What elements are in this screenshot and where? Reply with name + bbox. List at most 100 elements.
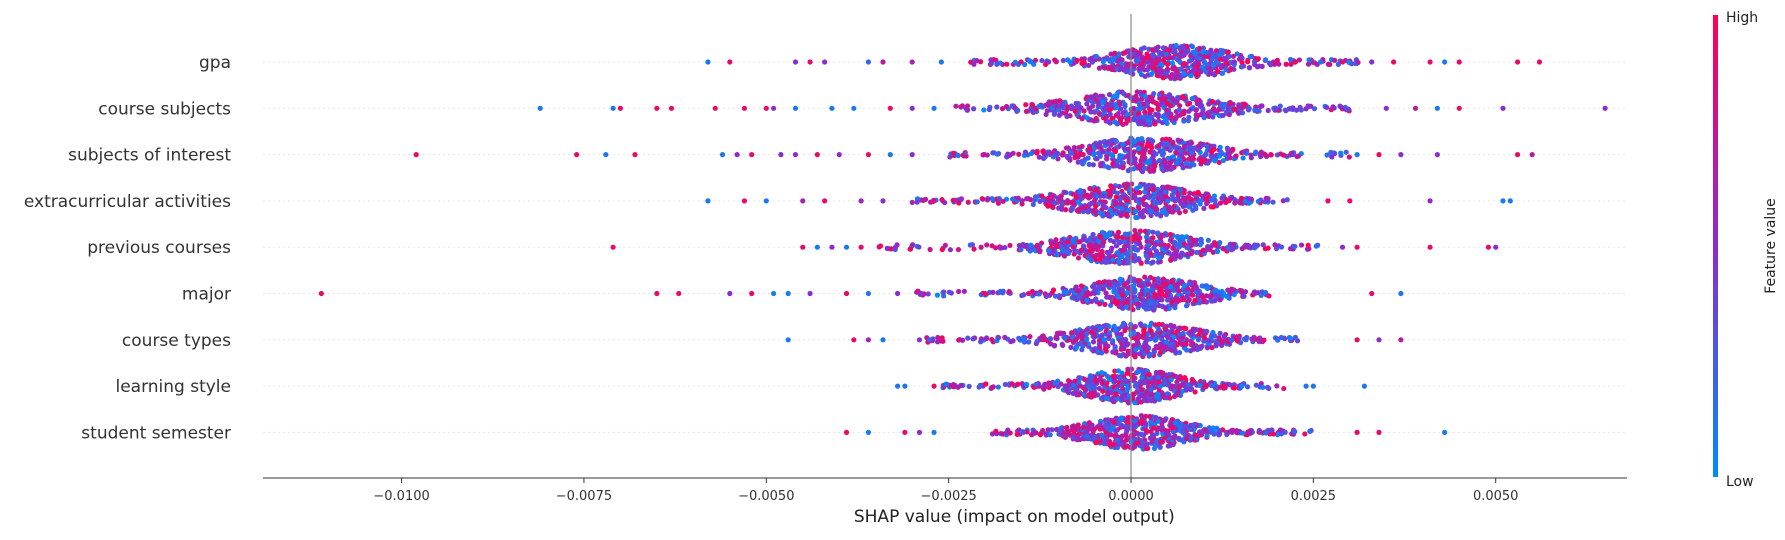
shap-outlier-point <box>1442 429 1448 435</box>
shap-point <box>1144 398 1150 404</box>
shap-point <box>1135 236 1142 243</box>
shap-point <box>1076 431 1082 437</box>
shap-point <box>1239 55 1245 61</box>
shap-point <box>1119 382 1125 388</box>
shap-point <box>1277 427 1284 433</box>
shap-outlier-point <box>318 290 324 297</box>
shap-point <box>1181 241 1187 247</box>
shap-point <box>1059 200 1065 207</box>
shap-point <box>964 103 971 109</box>
shap-point <box>1230 246 1236 252</box>
shap-point <box>1222 384 1228 390</box>
shap-point <box>916 244 922 250</box>
shap-point <box>1110 153 1116 159</box>
shap-point <box>1166 92 1173 98</box>
shap-outlier-point <box>537 105 543 111</box>
shap-point <box>999 106 1006 112</box>
shap-point <box>1161 96 1168 102</box>
shap-point <box>1193 60 1199 66</box>
shap-point <box>1324 152 1330 158</box>
shap-outlier-point <box>705 198 711 204</box>
shap-point <box>1059 152 1066 158</box>
shap-point <box>1068 149 1074 155</box>
shap-point <box>1257 103 1264 110</box>
shap-point <box>1217 297 1223 303</box>
shap-point <box>1138 387 1145 393</box>
shap-point <box>1168 419 1174 425</box>
shap-point <box>1174 99 1180 105</box>
shap-point <box>1181 190 1187 196</box>
shap-point <box>982 290 988 297</box>
shap-point <box>1045 427 1051 433</box>
shap-point <box>1126 48 1132 54</box>
shap-point <box>1111 93 1118 99</box>
shap-point <box>1093 440 1099 446</box>
shap-point <box>965 335 971 341</box>
shap-point <box>1154 211 1160 217</box>
shap-point <box>1164 382 1171 388</box>
shap-point <box>1197 102 1203 108</box>
shap-point <box>1138 244 1144 250</box>
shap-point <box>1054 335 1060 342</box>
feature-row-points <box>705 42 1543 82</box>
shap-point <box>1176 288 1183 294</box>
shap-point <box>947 247 954 253</box>
shap-point <box>1183 160 1190 166</box>
shap-point <box>1085 378 1091 384</box>
shap-point <box>1116 51 1122 57</box>
shap-point <box>1212 241 1218 247</box>
shap-point <box>971 61 977 67</box>
shap-point <box>1268 152 1274 158</box>
shap-outlier-point <box>1493 244 1499 250</box>
shap-point <box>1096 385 1102 392</box>
shap-point <box>1165 289 1172 295</box>
shap-outlier-point <box>1318 59 1324 65</box>
shap-point <box>1120 110 1126 116</box>
shap-point <box>956 337 962 343</box>
shap-point <box>1182 289 1188 295</box>
shap-point <box>1156 321 1162 328</box>
shap-point <box>1122 282 1128 288</box>
shap-point <box>1269 427 1275 433</box>
shap-point <box>1156 379 1162 385</box>
shap-point <box>979 336 985 342</box>
shap-point <box>1127 151 1133 157</box>
shap-point <box>1148 351 1154 358</box>
shap-point <box>1124 386 1131 392</box>
shap-point <box>1235 110 1242 116</box>
shap-point <box>1132 258 1138 264</box>
shap-point <box>1132 375 1138 381</box>
shap-point <box>985 196 991 202</box>
shap-outlier-point <box>749 290 755 297</box>
shap-point <box>1198 142 1205 148</box>
shap-outlier-point <box>632 152 638 158</box>
shap-point <box>1069 204 1075 211</box>
shap-point <box>1164 391 1171 397</box>
shap-point <box>1194 289 1201 295</box>
shap-point <box>1156 92 1163 98</box>
shap-point <box>1085 209 1091 215</box>
shap-point <box>1210 106 1217 112</box>
shap-point <box>1107 106 1113 113</box>
shap-point <box>1184 234 1190 240</box>
shap-point <box>1188 196 1194 203</box>
shap-point <box>1204 285 1210 292</box>
shap-point <box>1157 66 1163 72</box>
shap-point <box>934 292 941 298</box>
shap-point <box>1106 230 1113 236</box>
shap-point <box>1100 200 1106 207</box>
shap-point <box>1332 57 1338 64</box>
shap-outlier-point <box>894 383 901 389</box>
shap-point <box>1153 45 1160 52</box>
shap-point <box>1112 327 1118 333</box>
shap-point <box>994 61 1000 67</box>
shap-point <box>1131 149 1137 155</box>
shap-point <box>988 57 994 63</box>
shap-point <box>965 199 971 205</box>
shap-point <box>1122 50 1128 56</box>
shap-point <box>1008 339 1014 345</box>
shap-point <box>1092 92 1099 98</box>
shap-point <box>1260 384 1266 390</box>
feature-row-points <box>894 366 1368 406</box>
shap-point <box>1211 146 1217 152</box>
